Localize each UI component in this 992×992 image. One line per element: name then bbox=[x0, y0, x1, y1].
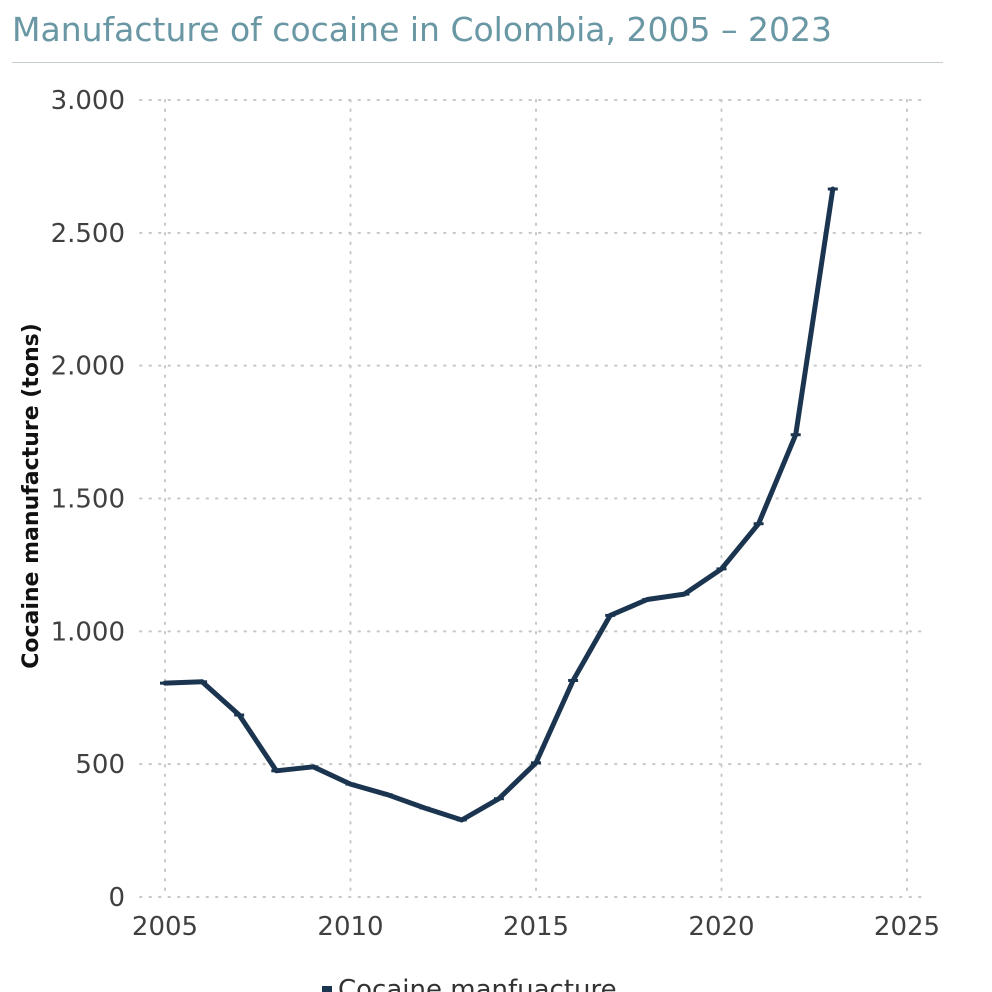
title-divider bbox=[12, 62, 943, 63]
x-tick-label: 2015 bbox=[503, 912, 569, 942]
x-tick-label: 2020 bbox=[688, 912, 754, 942]
y-tick-label: 1.500 bbox=[51, 485, 125, 515]
legend-label: Cocaine manfuacture bbox=[338, 975, 617, 992]
x-tick-label: 2010 bbox=[317, 912, 383, 942]
series-line bbox=[162, 186, 836, 823]
x-axis-ticks: 2005 2010 2015 2020 2025 bbox=[132, 912, 940, 942]
y-tick-label: 2.000 bbox=[51, 352, 125, 382]
legend[interactable]: Cocaine manfuacture bbox=[322, 975, 617, 992]
y-tick-label: 1.000 bbox=[51, 617, 125, 647]
x-tick-label: 2025 bbox=[874, 912, 940, 942]
y-tick-label: 0 bbox=[108, 883, 125, 913]
chart-title: Manufacture of cocaine in Colombia, 2005… bbox=[12, 10, 832, 49]
y-axis-label: Cocaine manufacture (tons) bbox=[19, 323, 44, 669]
grid-lines bbox=[139, 99, 923, 898]
x-tick-label: 2005 bbox=[132, 912, 198, 942]
series-layer bbox=[160, 186, 838, 823]
legend-swatch bbox=[322, 986, 332, 992]
y-axis-ticks: 0 500 1.000 1.500 2.000 2.500 3.000 bbox=[51, 86, 125, 913]
y-tick-label: 500 bbox=[75, 750, 125, 780]
y-tick-label: 2.500 bbox=[51, 219, 125, 249]
y-tick-label: 3.000 bbox=[51, 86, 125, 116]
